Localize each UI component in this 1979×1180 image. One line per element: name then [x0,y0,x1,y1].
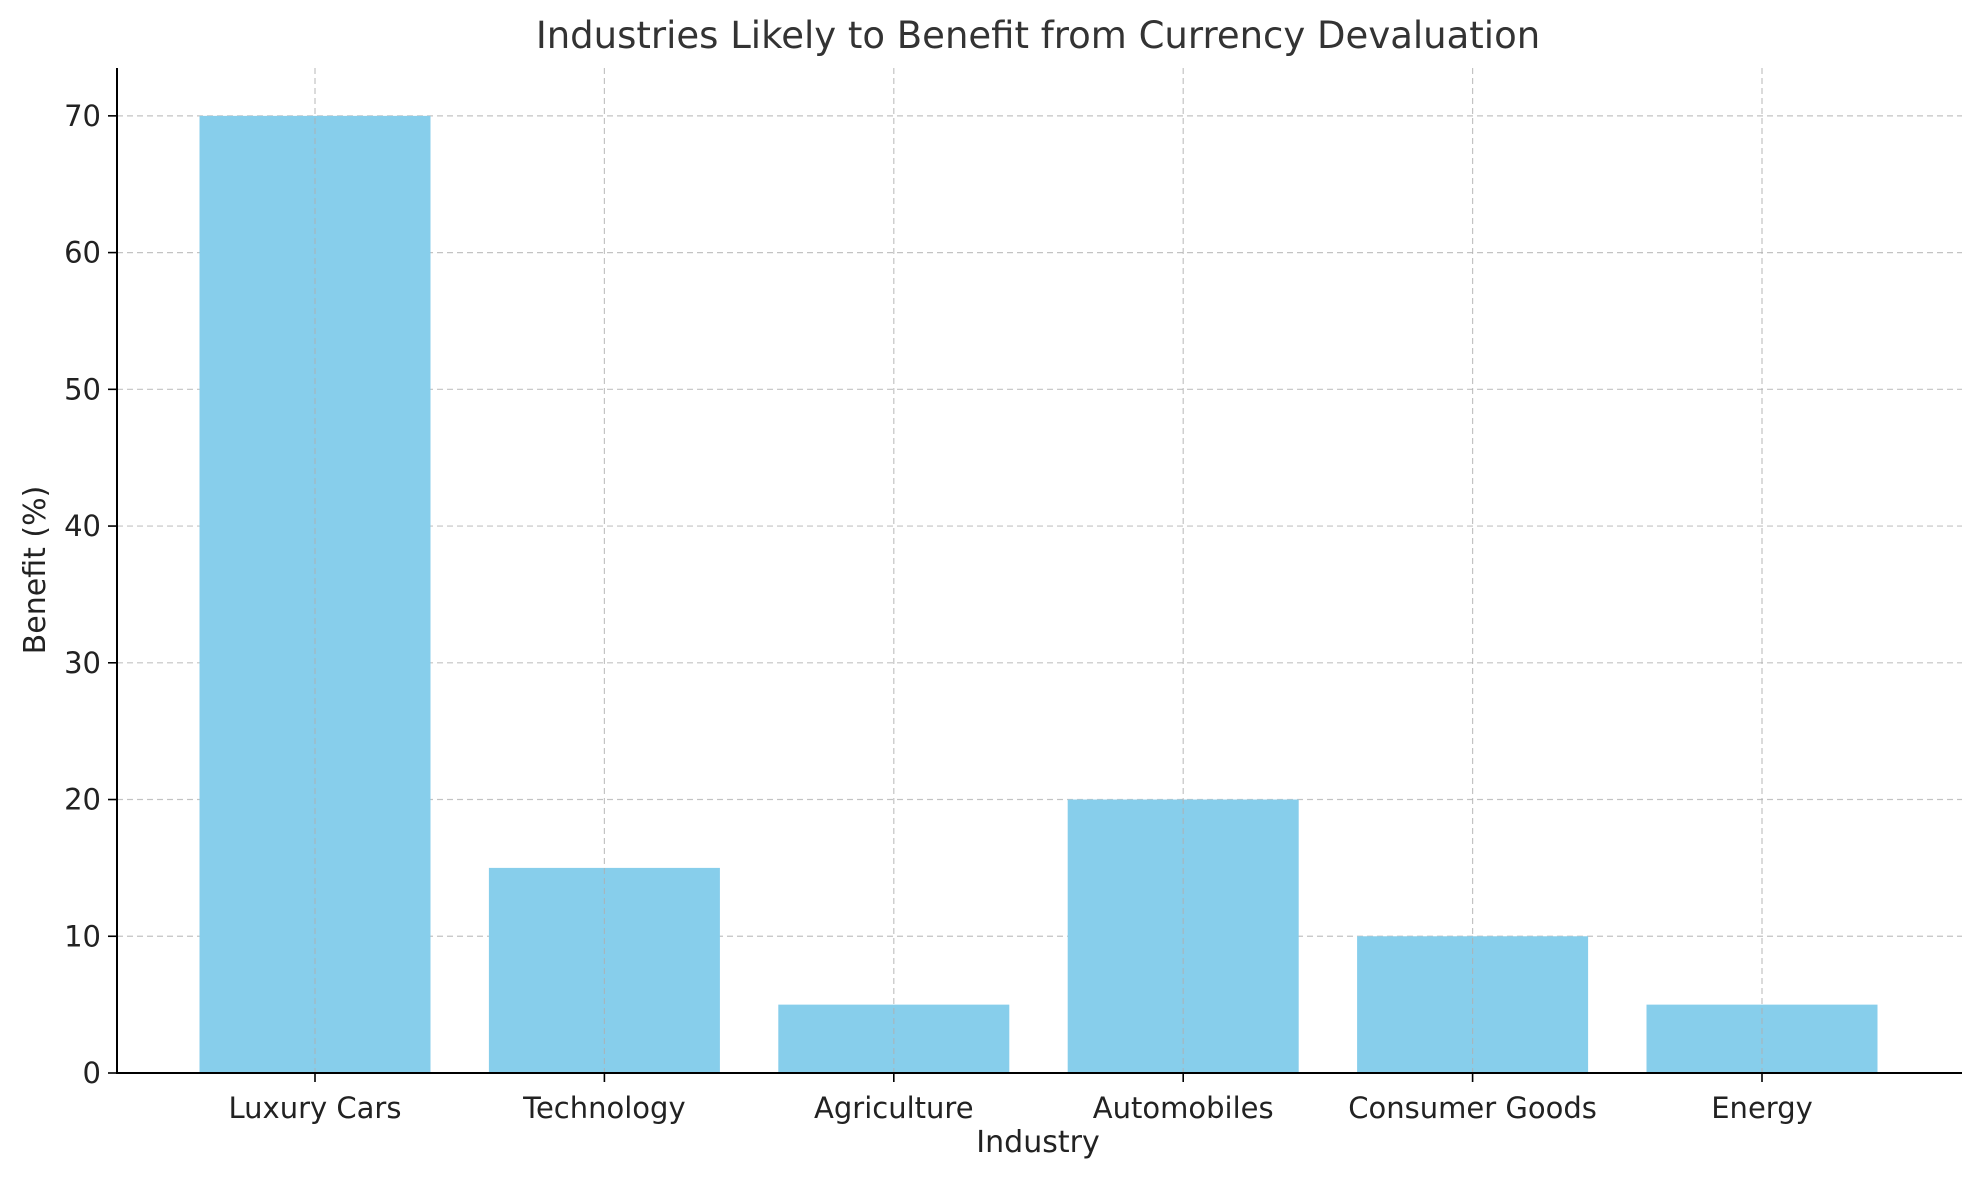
y-tick-label: 50 [64,372,101,406]
x-axis-title: Industry [976,1125,1099,1160]
chart-title: Industries Likely to Benefit from Curren… [536,14,1540,57]
axes [116,68,1962,1074]
vertical-grid-lines [314,68,1763,1073]
x-tick-label: Luxury Cars [229,1091,402,1125]
x-tick-label: Consumer Goods [1348,1091,1597,1125]
bar [1067,799,1299,1073]
y-tick-label: 20 [64,783,101,817]
y-tick-label: 0 [83,1056,101,1090]
bars [199,115,1878,1074]
y-axis-ticks: 0 10 20 30 40 50 60 70 [64,99,117,1090]
x-axis-ticks: Luxury Cars Technology Agriculture Automobi… [229,1073,1813,1125]
x-tick-label: Energy [1711,1091,1813,1125]
y-tick-label: 60 [64,236,101,270]
x-tick-label: Agriculture [814,1091,974,1125]
y-tick-label: 30 [64,646,101,680]
y-axis-title: Benefit (%) [18,486,53,655]
x-tick-label: Technology [522,1091,685,1125]
y-tick-label: 70 [64,99,101,133]
x-tick-label: Automobiles [1093,1091,1274,1125]
y-tick-label: 10 [64,919,101,953]
y-tick-label: 40 [64,509,101,543]
